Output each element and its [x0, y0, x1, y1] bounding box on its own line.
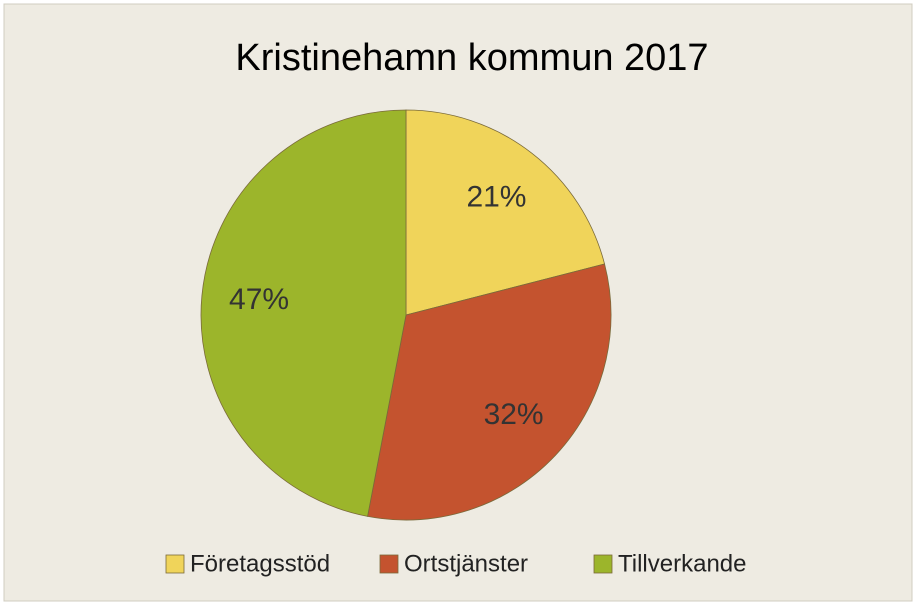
data-label: 21%	[466, 180, 526, 213]
data-label: 47%	[229, 283, 289, 316]
pie-slice	[367, 263, 612, 521]
legend-swatch	[165, 554, 185, 574]
legend-swatch	[379, 554, 399, 574]
legend-label: Tillverkande	[618, 550, 747, 577]
legend-swatch	[593, 554, 613, 574]
pie-slice	[200, 109, 407, 517]
pie-slice	[405, 109, 606, 316]
chart-title: Kristinehamn kommun 2017	[235, 37, 708, 79]
legend-label: Företagsstöd	[190, 550, 330, 577]
data-label: 32%	[484, 398, 544, 431]
legend-label: Ortstjänster	[404, 550, 528, 577]
